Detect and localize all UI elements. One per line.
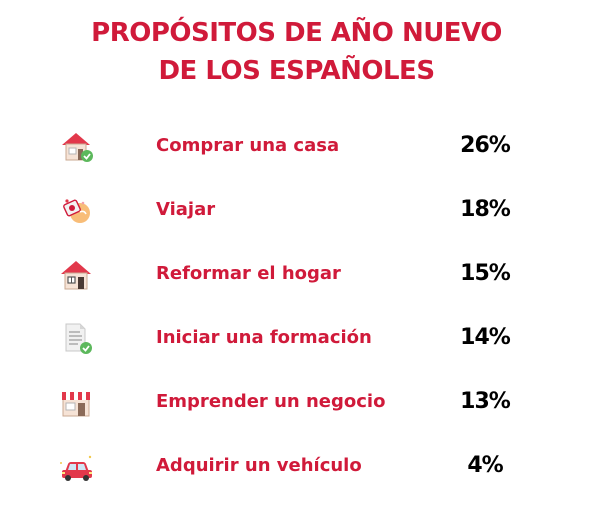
table-row: Viajar 18% (0, 188, 593, 234)
row-value: 18% (460, 197, 511, 222)
travel-icon (56, 192, 96, 228)
row-label: Iniciar una formación (156, 327, 372, 348)
row-value: 13% (460, 389, 511, 414)
table-row: Iniciar una formación 14% (0, 316, 593, 362)
car-icon (56, 448, 96, 484)
row-value: 14% (460, 325, 511, 350)
row-label: Viajar (156, 199, 216, 220)
table-row: Reformar el hogar 15% (0, 252, 593, 298)
house-check-icon (56, 128, 96, 164)
row-value: 4% (467, 453, 503, 478)
chart-title: PROPÓSITOS DE AÑO NUEVO DE LOS ESPAÑOLES (0, 14, 593, 90)
table-row: Adquirir un vehículo 4% (0, 444, 593, 490)
table-row: Emprender un negocio 13% (0, 380, 593, 426)
chart-title-line-1: PROPÓSITOS DE AÑO NUEVO (91, 18, 502, 48)
row-label: Adquirir un vehículo (156, 455, 362, 476)
store-icon (56, 384, 96, 420)
row-label: Reformar el hogar (156, 263, 341, 284)
row-label: Comprar una casa (156, 135, 340, 156)
house-icon (56, 256, 96, 292)
document-check-icon (56, 320, 96, 356)
table-row: Comprar una casa 26% (0, 124, 593, 170)
row-label: Emprender un negocio (156, 391, 386, 412)
row-value: 15% (460, 261, 511, 286)
row-value: 26% (460, 133, 511, 158)
chart-title-line-2: DE LOS ESPAÑOLES (158, 56, 435, 86)
